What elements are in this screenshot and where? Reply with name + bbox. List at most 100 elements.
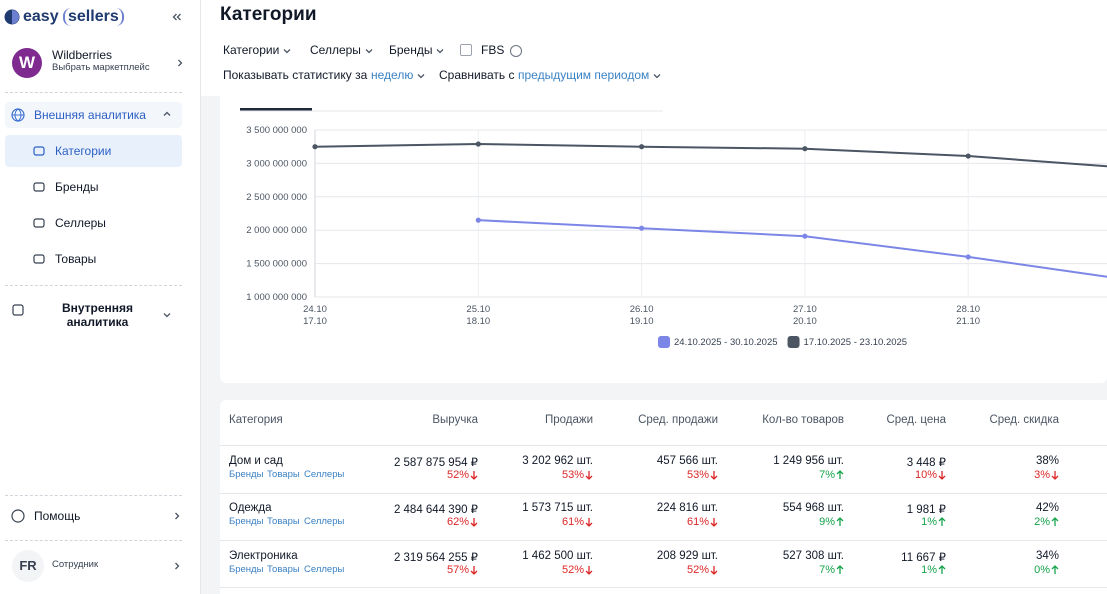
trend-arrow-path: [585, 471, 593, 480]
nav-icon-shape: [33, 218, 45, 228]
trend-arrow: [470, 471, 478, 480]
column-header[interactable]: Кол-во товаров: [762, 414, 844, 426]
table-rule: [220, 539, 1107, 541]
cell-change: 1%: [921, 563, 937, 576]
x-tick-label-compare: 17.10: [303, 316, 327, 327]
y-tick-label: 3 500 000 000: [246, 125, 307, 136]
info-circle: [510, 45, 522, 57]
trend-arrow-path: [710, 565, 718, 575]
chart: 1 000 000 000 1 500 000 000 2 000 000 000 2…: [240, 108, 1107, 348]
y-tick-label: 1 500 000 000: [246, 259, 307, 270]
nav-item[interactable]: Бренды: [55, 180, 99, 194]
filter-dropdown[interactable]: Категории: [223, 43, 280, 57]
table-rule: [220, 445, 1107, 446]
category-name[interactable]: Электроника: [229, 549, 298, 562]
category-name[interactable]: Одежда: [229, 502, 272, 515]
column-header[interactable]: Продажи: [544, 414, 593, 426]
nav-icon-shape: [33, 146, 45, 156]
trend-arrow: [1051, 517, 1059, 527]
x-tick-label-compare: 20.10: [793, 316, 817, 327]
trend-arrow: [836, 517, 844, 527]
column-header[interactable]: Выручка: [432, 414, 478, 426]
chevron-icon: [653, 74, 661, 79]
cell-change: 2%: [1034, 516, 1050, 529]
nav-group[interactable]: Внешняя аналитика: [34, 108, 146, 122]
chevron-path: [175, 562, 180, 570]
nav-item[interactable]: Селлеры: [55, 216, 106, 230]
marketplace-avatar: W: [12, 48, 42, 78]
chevron-path: [436, 49, 444, 54]
row-link[interactable]: Селлеры: [304, 469, 345, 480]
series-point: [802, 146, 808, 152]
x-tick-label: 26.10: [630, 304, 654, 315]
trend-arrow: [710, 565, 718, 575]
chevron-icon: [436, 49, 444, 54]
trend-arrow-path: [1051, 471, 1059, 480]
nav-icon-shape: [12, 304, 24, 316]
nav-group[interactable]: Внутренняя аналитика: [61, 301, 134, 329]
series-point: [965, 254, 971, 260]
help-link[interactable]: Помощь: [34, 509, 81, 523]
cell-change: 7%: [819, 563, 835, 576]
chevron-path: [283, 49, 291, 54]
column-header[interactable]: Сред. цена: [886, 414, 946, 426]
x-tick-label: 24.10: [303, 304, 327, 315]
row-link[interactable]: Товары: [267, 563, 300, 575]
y-tick-label: 3 000 000 000: [246, 158, 307, 169]
row-link[interactable]: Бренды: [229, 516, 264, 528]
cell-value: 11 667 ₽: [901, 551, 946, 564]
chevron-path: [172, 13, 177, 21]
row-link[interactable]: Товары: [267, 516, 300, 528]
trend-arrow: [585, 471, 593, 480]
column-header[interactable]: Сред. продажи: [638, 414, 718, 426]
fbs-checkbox[interactable]: [460, 44, 472, 56]
user-role[interactable]: Сотрудник: [52, 559, 99, 570]
trend-arrow: [710, 518, 718, 528]
chevron-icon: [163, 313, 171, 318]
series-point: [965, 153, 971, 159]
marketplace-name[interactable]: Wildberries: [52, 48, 113, 62]
info-icon: [510, 45, 522, 57]
trend-arrow: [836, 470, 844, 479]
row-link[interactable]: Бренды: [229, 469, 264, 480]
row-link[interactable]: Бренды: [229, 563, 264, 575]
cell-value: 42%: [1035, 502, 1059, 515]
cell-change: 61%: [686, 516, 709, 529]
period-dropdown[interactable]: неделю: [371, 68, 414, 82]
trend-arrow-path: [585, 518, 593, 528]
nav-icon: [33, 146, 45, 156]
legend-label: 24.10.2025 - 30.10.2025: [674, 337, 778, 348]
trend-arrow-path: [470, 471, 478, 480]
row-link[interactable]: Селлеры: [304, 516, 345, 528]
chevron-path: [417, 74, 425, 79]
filter-dropdown[interactable]: Бренды: [389, 43, 433, 57]
trend-arrow-path: [836, 564, 844, 574]
chevron-path: [163, 313, 171, 318]
category-name[interactable]: Дом и сад: [229, 455, 283, 467]
nav-item[interactable]: Товары: [55, 252, 97, 266]
series-point: [639, 144, 645, 150]
x-tick-label: 27.10: [793, 304, 817, 315]
row-link[interactable]: Товары: [267, 469, 300, 480]
column-header[interactable]: Сред. скидка: [989, 414, 1059, 426]
cell-value: 34%: [1035, 549, 1059, 562]
row-link[interactable]: Селлеры: [304, 563, 345, 575]
filter-dropdown[interactable]: Селлеры: [310, 43, 361, 57]
cell-change: 9%: [819, 516, 835, 529]
compare-dropdown[interactable]: предыдущим периодом: [518, 68, 650, 82]
chevron-icon: [176, 13, 181, 21]
globe-lines: [12, 108, 24, 122]
user-avatar: FR: [12, 550, 44, 582]
series-point: [475, 217, 481, 223]
trend-arrow-path: [710, 471, 718, 480]
cell-change: 53%: [686, 469, 709, 481]
chevron-path: [163, 111, 171, 116]
cell-value: 38%: [1035, 455, 1059, 467]
trend-arrow-path: [938, 517, 946, 527]
trend-arrow-path: [585, 565, 593, 575]
cell-value: 2 319 564 255 ₽: [393, 551, 478, 564]
chevron-path: [365, 49, 373, 54]
y-tick-label: 1 000 000 000: [246, 292, 307, 303]
table-card: Категория Выручка Продажи Сред. продажи Кол-…: [220, 400, 1107, 594]
nav-item[interactable]: Категории: [55, 144, 112, 158]
